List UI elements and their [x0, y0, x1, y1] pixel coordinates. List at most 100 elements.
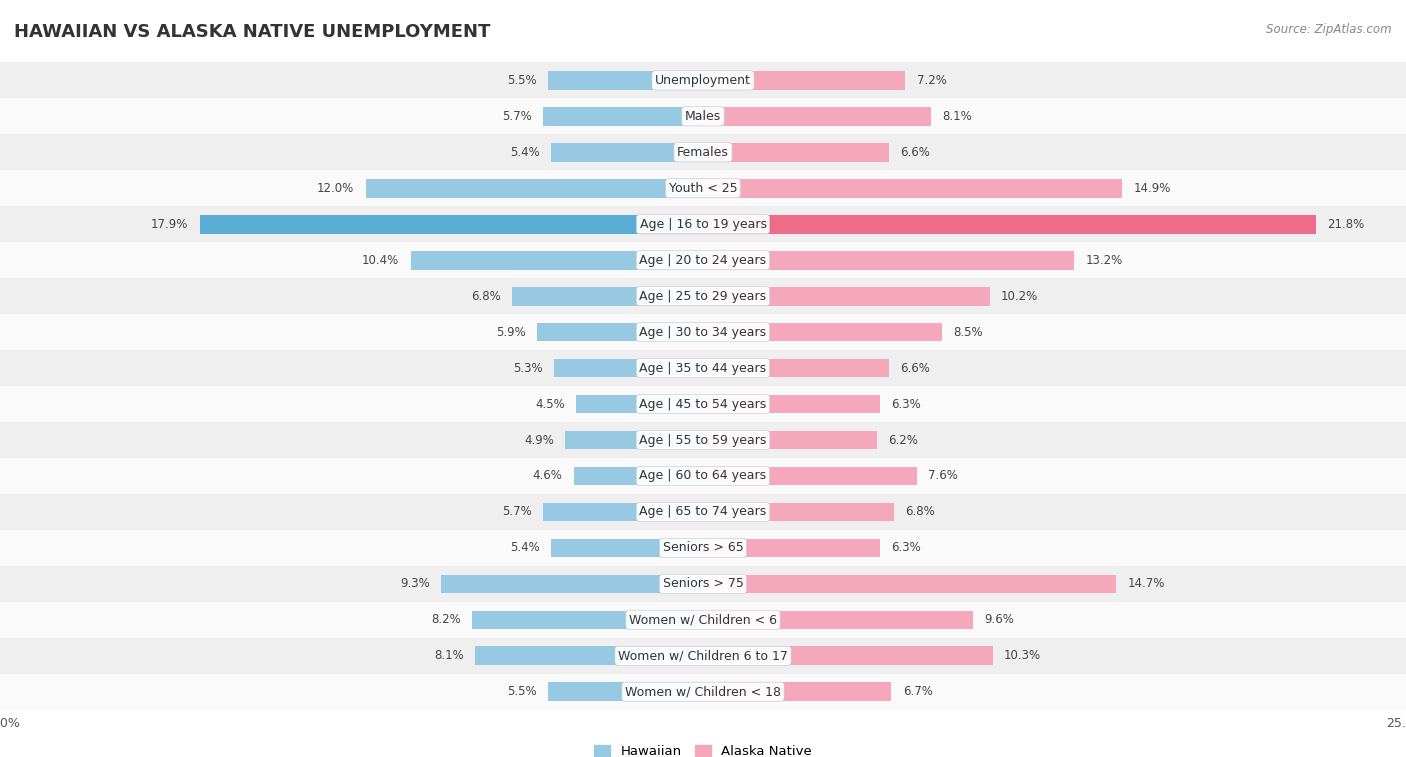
Bar [0, 350, 1406, 386]
Bar [0, 602, 1406, 638]
Bar [0, 566, 1406, 602]
Text: Seniors > 65: Seniors > 65 [662, 541, 744, 554]
Text: HAWAIIAN VS ALASKA NATIVE UNEMPLOYMENT: HAWAIIAN VS ALASKA NATIVE UNEMPLOYMENT [14, 23, 491, 41]
Legend: Hawaiian, Alaska Native: Hawaiian, Alaska Native [589, 740, 817, 757]
Bar [703, 431, 877, 450]
Text: 8.1%: 8.1% [434, 650, 464, 662]
Bar [0, 530, 1406, 566]
Bar [0, 62, 1406, 98]
Bar [703, 646, 993, 665]
Bar [703, 287, 990, 306]
Bar [703, 322, 942, 341]
Bar [543, 503, 703, 522]
Bar [512, 287, 703, 306]
Bar [0, 422, 1406, 458]
Bar [703, 359, 889, 378]
Text: 5.5%: 5.5% [508, 74, 537, 87]
Text: Unemployment: Unemployment [655, 74, 751, 87]
Bar [703, 503, 894, 522]
Bar [565, 431, 703, 450]
Bar [0, 386, 1406, 422]
Text: 5.5%: 5.5% [508, 685, 537, 698]
Bar [441, 575, 703, 593]
Text: Age | 45 to 54 years: Age | 45 to 54 years [640, 397, 766, 410]
Bar [0, 458, 1406, 494]
Bar [703, 179, 1122, 198]
Text: 14.7%: 14.7% [1128, 578, 1166, 590]
Text: Age | 55 to 59 years: Age | 55 to 59 years [640, 434, 766, 447]
Bar [551, 538, 703, 557]
Text: 5.4%: 5.4% [510, 541, 540, 554]
Text: 5.7%: 5.7% [502, 110, 531, 123]
Text: Age | 65 to 74 years: Age | 65 to 74 years [640, 506, 766, 519]
Text: 6.3%: 6.3% [891, 541, 921, 554]
Text: Age | 16 to 19 years: Age | 16 to 19 years [640, 218, 766, 231]
Bar [703, 683, 891, 701]
Bar [472, 610, 703, 629]
Bar [703, 575, 1116, 593]
Bar [703, 107, 931, 126]
Bar [703, 215, 1316, 234]
Bar [703, 466, 917, 485]
Text: 6.6%: 6.6% [900, 362, 929, 375]
Bar [548, 71, 703, 89]
Text: 7.6%: 7.6% [928, 469, 957, 482]
Bar [0, 494, 1406, 530]
Text: 9.6%: 9.6% [984, 613, 1014, 626]
Bar [554, 359, 703, 378]
Bar [548, 683, 703, 701]
Bar [551, 143, 703, 162]
Text: Age | 25 to 29 years: Age | 25 to 29 years [640, 290, 766, 303]
Text: 6.8%: 6.8% [471, 290, 501, 303]
Bar [543, 107, 703, 126]
Text: 6.3%: 6.3% [891, 397, 921, 410]
Bar [703, 538, 880, 557]
Text: 13.2%: 13.2% [1085, 254, 1122, 266]
Text: 14.9%: 14.9% [1133, 182, 1171, 195]
Text: 21.8%: 21.8% [1327, 218, 1364, 231]
Text: 10.2%: 10.2% [1001, 290, 1038, 303]
Bar [574, 466, 703, 485]
Text: Women w/ Children < 18: Women w/ Children < 18 [626, 685, 780, 698]
Bar [0, 242, 1406, 278]
Bar [703, 143, 889, 162]
Bar [0, 674, 1406, 710]
Text: 6.2%: 6.2% [889, 434, 918, 447]
Bar [475, 646, 703, 665]
Text: 8.5%: 8.5% [953, 326, 983, 338]
Bar [0, 134, 1406, 170]
Bar [366, 179, 703, 198]
Text: 5.3%: 5.3% [513, 362, 543, 375]
Bar [703, 394, 880, 413]
Bar [200, 215, 703, 234]
Text: 4.5%: 4.5% [536, 397, 565, 410]
Text: Seniors > 75: Seniors > 75 [662, 578, 744, 590]
Text: Age | 20 to 24 years: Age | 20 to 24 years [640, 254, 766, 266]
Text: 6.7%: 6.7% [903, 685, 932, 698]
Bar [576, 394, 703, 413]
Text: 4.9%: 4.9% [524, 434, 554, 447]
Text: Youth < 25: Youth < 25 [669, 182, 737, 195]
Bar [703, 71, 905, 89]
Bar [703, 251, 1074, 269]
Text: 12.0%: 12.0% [318, 182, 354, 195]
Text: Males: Males [685, 110, 721, 123]
Text: Source: ZipAtlas.com: Source: ZipAtlas.com [1267, 23, 1392, 36]
Text: 10.4%: 10.4% [363, 254, 399, 266]
Bar [0, 314, 1406, 350]
Text: Females: Females [678, 146, 728, 159]
Text: Age | 35 to 44 years: Age | 35 to 44 years [640, 362, 766, 375]
Text: 8.2%: 8.2% [432, 613, 461, 626]
Text: 6.8%: 6.8% [905, 506, 935, 519]
Text: 7.2%: 7.2% [917, 74, 946, 87]
Bar [411, 251, 703, 269]
Text: 9.3%: 9.3% [401, 578, 430, 590]
Bar [0, 638, 1406, 674]
Text: 4.6%: 4.6% [533, 469, 562, 482]
Bar [0, 170, 1406, 206]
Text: 5.9%: 5.9% [496, 326, 526, 338]
Bar [0, 278, 1406, 314]
Text: 5.7%: 5.7% [502, 506, 531, 519]
Text: Age | 60 to 64 years: Age | 60 to 64 years [640, 469, 766, 482]
Text: 17.9%: 17.9% [150, 218, 188, 231]
